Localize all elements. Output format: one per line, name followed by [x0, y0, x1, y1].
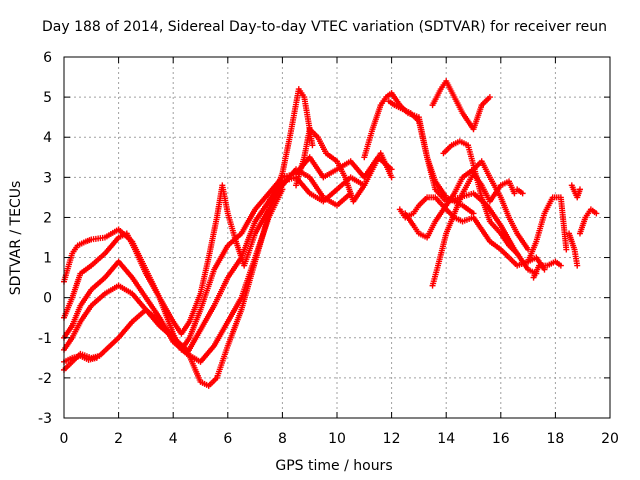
series-sat-i — [385, 98, 477, 217]
series-sat-l — [396, 194, 548, 273]
series-sat-k — [429, 78, 493, 133]
x-tick-label: 12 — [383, 431, 401, 447]
x-tick-label: 0 — [60, 431, 69, 447]
y-tick-label: -1 — [38, 331, 52, 347]
x-tick-label: 2 — [114, 431, 123, 447]
x-tick-label: 16 — [492, 431, 510, 447]
point-markers — [429, 78, 493, 133]
point-markers — [396, 194, 548, 273]
point-markers — [576, 206, 600, 237]
point-markers — [514, 186, 526, 197]
x-tick-label: 8 — [278, 431, 287, 447]
point-markers — [440, 138, 521, 257]
series-sat-n — [440, 138, 521, 257]
y-tick-label: 2 — [43, 210, 52, 226]
y-tick-label: 0 — [43, 291, 52, 307]
x-tick-label: 10 — [328, 431, 346, 447]
x-axis-label: GPS time / hours — [275, 458, 392, 474]
x-tick-label: 20 — [601, 431, 619, 447]
y-tick-label: 1 — [43, 251, 52, 267]
x-tick-label: 6 — [223, 431, 232, 447]
series-sat-o — [514, 186, 526, 197]
y-tick-label: -3 — [38, 411, 52, 427]
x-tick-label: 14 — [437, 431, 455, 447]
y-tick-label: 6 — [43, 50, 52, 66]
series-sat-t — [576, 206, 600, 237]
series-sat-p — [525, 194, 570, 265]
y-tick-label: 5 — [43, 90, 52, 106]
series-sat-s — [566, 230, 581, 269]
point-markers — [293, 126, 395, 205]
series-sat-r — [568, 182, 583, 201]
point-markers — [566, 230, 581, 269]
x-tick-label: 18 — [546, 431, 564, 447]
series-sat-q — [530, 258, 564, 281]
x-tick-label: 4 — [169, 431, 178, 447]
point-markers — [525, 194, 570, 265]
series-sat-g — [293, 126, 395, 205]
point-markers — [568, 182, 583, 201]
y-tick-label: 4 — [43, 130, 52, 146]
y-axis-label: SDTVAR / TECUs — [8, 181, 24, 296]
point-markers — [385, 98, 477, 217]
y-tick-label: 3 — [43, 170, 52, 186]
grid-lines — [64, 57, 610, 418]
chart-title: Day 188 of 2014, Sidereal Day-to-day VTE… — [42, 19, 607, 35]
point-markers — [530, 258, 564, 281]
y-tick-label: -2 — [38, 371, 52, 387]
